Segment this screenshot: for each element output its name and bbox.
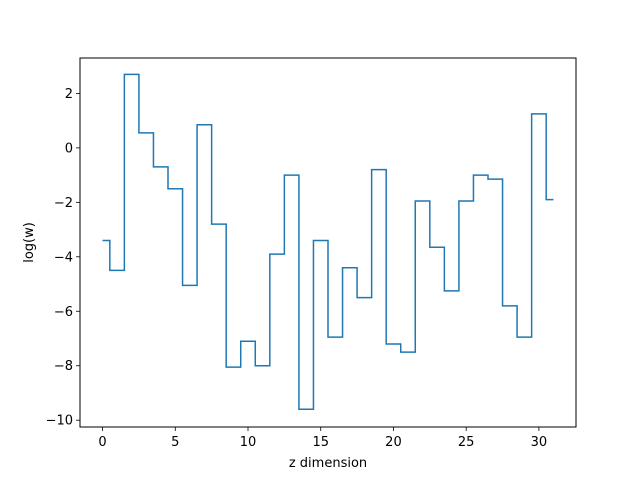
x-tick-label: 25 bbox=[458, 435, 475, 450]
ticks: 0 5 10 15 20 25 30 −10 −8 −6 −4 −2 0 2 bbox=[46, 87, 548, 450]
x-axis-label: z dimension bbox=[289, 456, 367, 471]
y-tick-label: 0 bbox=[65, 141, 73, 156]
x-tick-label: 20 bbox=[385, 435, 402, 450]
axes-frame bbox=[79, 57, 577, 428]
y-axis-label: log(w) bbox=[22, 222, 37, 263]
y-tick-label: −2 bbox=[54, 196, 73, 211]
x-tick-label: 15 bbox=[312, 435, 329, 450]
y-tick-label: −10 bbox=[46, 414, 73, 429]
y-tick-label: 2 bbox=[65, 87, 73, 102]
x-tick-label: 10 bbox=[240, 435, 257, 450]
y-tick-label: −4 bbox=[54, 250, 73, 265]
x-tick-label: 30 bbox=[531, 435, 548, 450]
series-line-0 bbox=[102, 73, 554, 411]
y-tick-label: −8 bbox=[54, 359, 73, 374]
plot-area bbox=[102, 73, 554, 411]
y-tick-label: −6 bbox=[54, 305, 73, 320]
x-tick-label: 0 bbox=[98, 435, 106, 450]
x-tick-label: 5 bbox=[171, 435, 179, 450]
